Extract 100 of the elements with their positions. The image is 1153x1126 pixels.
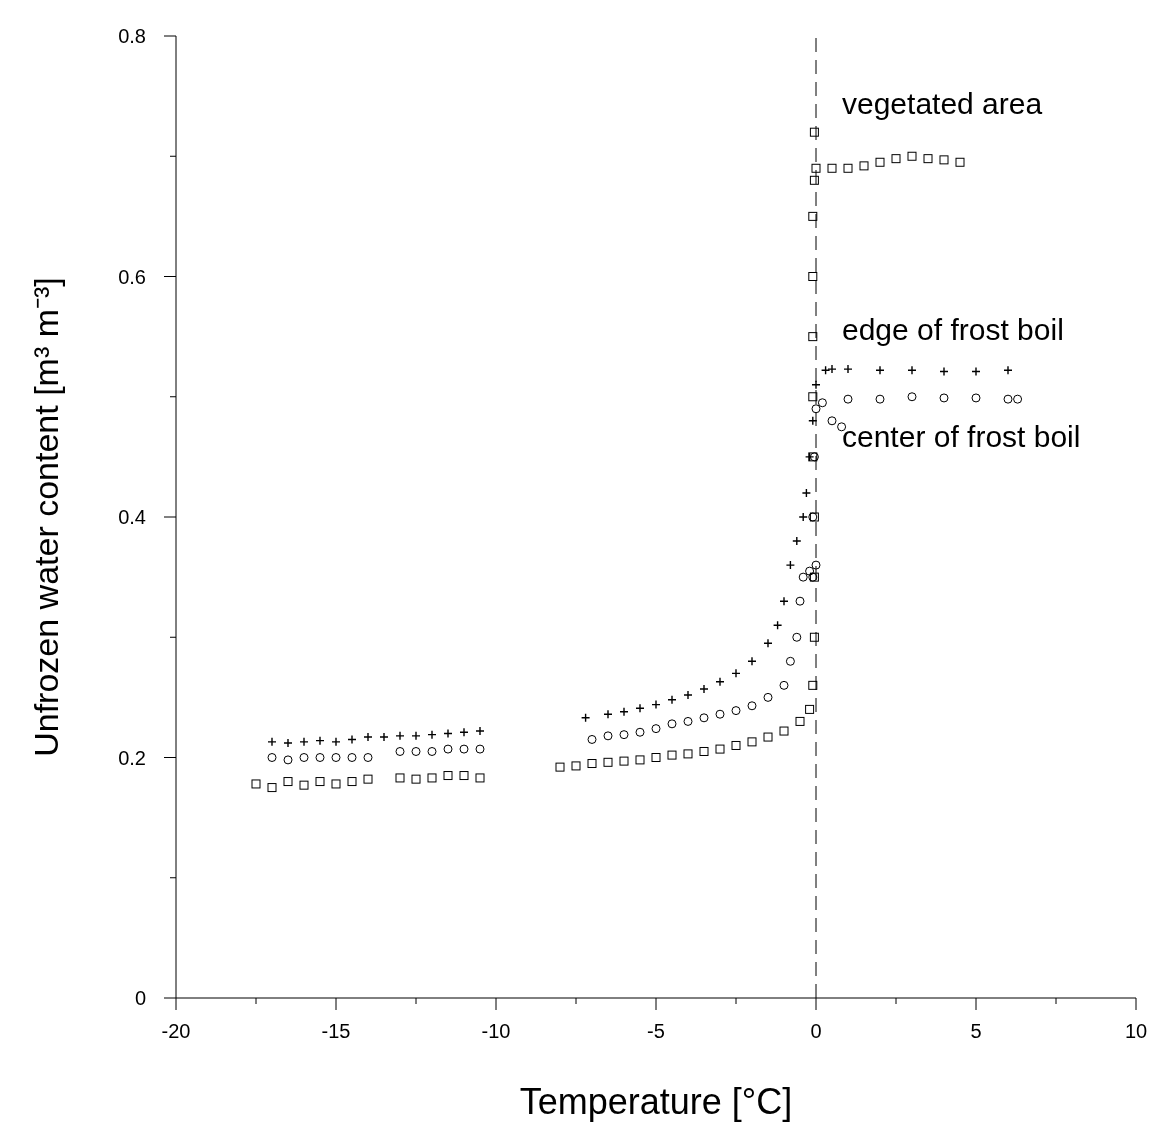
- point: [427, 773, 437, 783]
- series-label: vegetated area: [842, 87, 1043, 121]
- point: [667, 750, 677, 760]
- point: [395, 746, 405, 756]
- point: [907, 392, 917, 402]
- point: [699, 713, 709, 723]
- point: [715, 709, 725, 719]
- x-tick-label: -5: [647, 1020, 665, 1042]
- point: [875, 394, 885, 404]
- x-tick-label: -10: [481, 1020, 511, 1042]
- point: [683, 749, 693, 759]
- point: [347, 734, 357, 745]
- point: [619, 756, 629, 766]
- y-tick-label: 0.2: [118, 746, 146, 769]
- point: [603, 731, 613, 741]
- point: [971, 366, 981, 377]
- point: [808, 392, 818, 402]
- point: [299, 780, 309, 790]
- point: [571, 761, 581, 771]
- point: [843, 394, 853, 404]
- point: [817, 398, 827, 408]
- point: [939, 155, 949, 165]
- point: [795, 596, 805, 606]
- y-tick-label: 0.4: [118, 506, 146, 528]
- point: [808, 680, 818, 690]
- point: [443, 728, 453, 739]
- point: [805, 704, 815, 714]
- point: [475, 744, 485, 754]
- x-tick-label: -15: [321, 1020, 351, 1042]
- point: [667, 719, 677, 729]
- point: [785, 560, 796, 570]
- point: [683, 716, 693, 726]
- point: [580, 713, 591, 723]
- point: [843, 163, 853, 173]
- point: [808, 332, 818, 342]
- point: [555, 762, 565, 772]
- point: [427, 746, 437, 756]
- point: [907, 151, 917, 161]
- point: [779, 726, 789, 736]
- point: [923, 154, 933, 164]
- point: [785, 656, 795, 666]
- point: [811, 163, 821, 173]
- point: [804, 452, 815, 462]
- point: [939, 366, 949, 377]
- point: [939, 393, 949, 403]
- point: [808, 211, 818, 221]
- point: [859, 161, 869, 171]
- point: [809, 175, 819, 185]
- point: [763, 692, 773, 702]
- point: [459, 744, 469, 754]
- y-tick-label: 0: [134, 987, 146, 1009]
- point: [267, 753, 277, 762]
- point: [792, 632, 802, 642]
- point: [795, 716, 805, 726]
- point: [955, 157, 965, 167]
- point: [1003, 394, 1013, 404]
- x-tick-label: 0: [810, 1020, 822, 1042]
- point: [715, 744, 725, 754]
- point: [635, 755, 645, 765]
- point: [651, 724, 661, 734]
- y-tick-label: 0.6: [118, 265, 146, 288]
- point: [971, 393, 981, 403]
- point: [1013, 394, 1023, 404]
- point: [603, 757, 613, 767]
- point: [267, 783, 277, 793]
- point: [811, 560, 821, 570]
- point: [587, 759, 597, 769]
- point: [475, 773, 485, 783]
- point: [891, 154, 901, 164]
- point: [827, 163, 837, 173]
- point: [798, 572, 808, 582]
- point: [459, 771, 469, 781]
- point: [299, 753, 309, 762]
- point: [411, 746, 421, 756]
- point: [763, 732, 773, 742]
- x-tick-label: 10: [1124, 1020, 1148, 1042]
- point: [395, 773, 405, 783]
- x-axis-title: Temperature [°C]: [519, 1081, 793, 1122]
- point: [651, 753, 661, 762]
- point: [827, 416, 837, 426]
- point: [331, 753, 341, 762]
- point: [747, 701, 757, 711]
- x-tick-label: 5: [970, 1020, 982, 1042]
- point: [779, 680, 789, 690]
- series-label: center of frost boil: [842, 420, 1081, 454]
- point: [808, 272, 818, 281]
- point: [731, 706, 741, 716]
- point: [805, 566, 815, 576]
- point: [619, 730, 629, 740]
- point: [315, 777, 325, 787]
- point: [811, 404, 821, 414]
- point: [315, 753, 325, 762]
- point: [747, 737, 757, 747]
- point: [331, 779, 341, 789]
- y-axis-title: Unfrozen water content [m³ m⁻³]: [27, 277, 65, 757]
- point: [347, 753, 357, 762]
- series-label: edge of frost boil: [842, 313, 1064, 347]
- x-tick-label: -20: [161, 1020, 191, 1042]
- point: [251, 779, 261, 789]
- point: [443, 744, 453, 754]
